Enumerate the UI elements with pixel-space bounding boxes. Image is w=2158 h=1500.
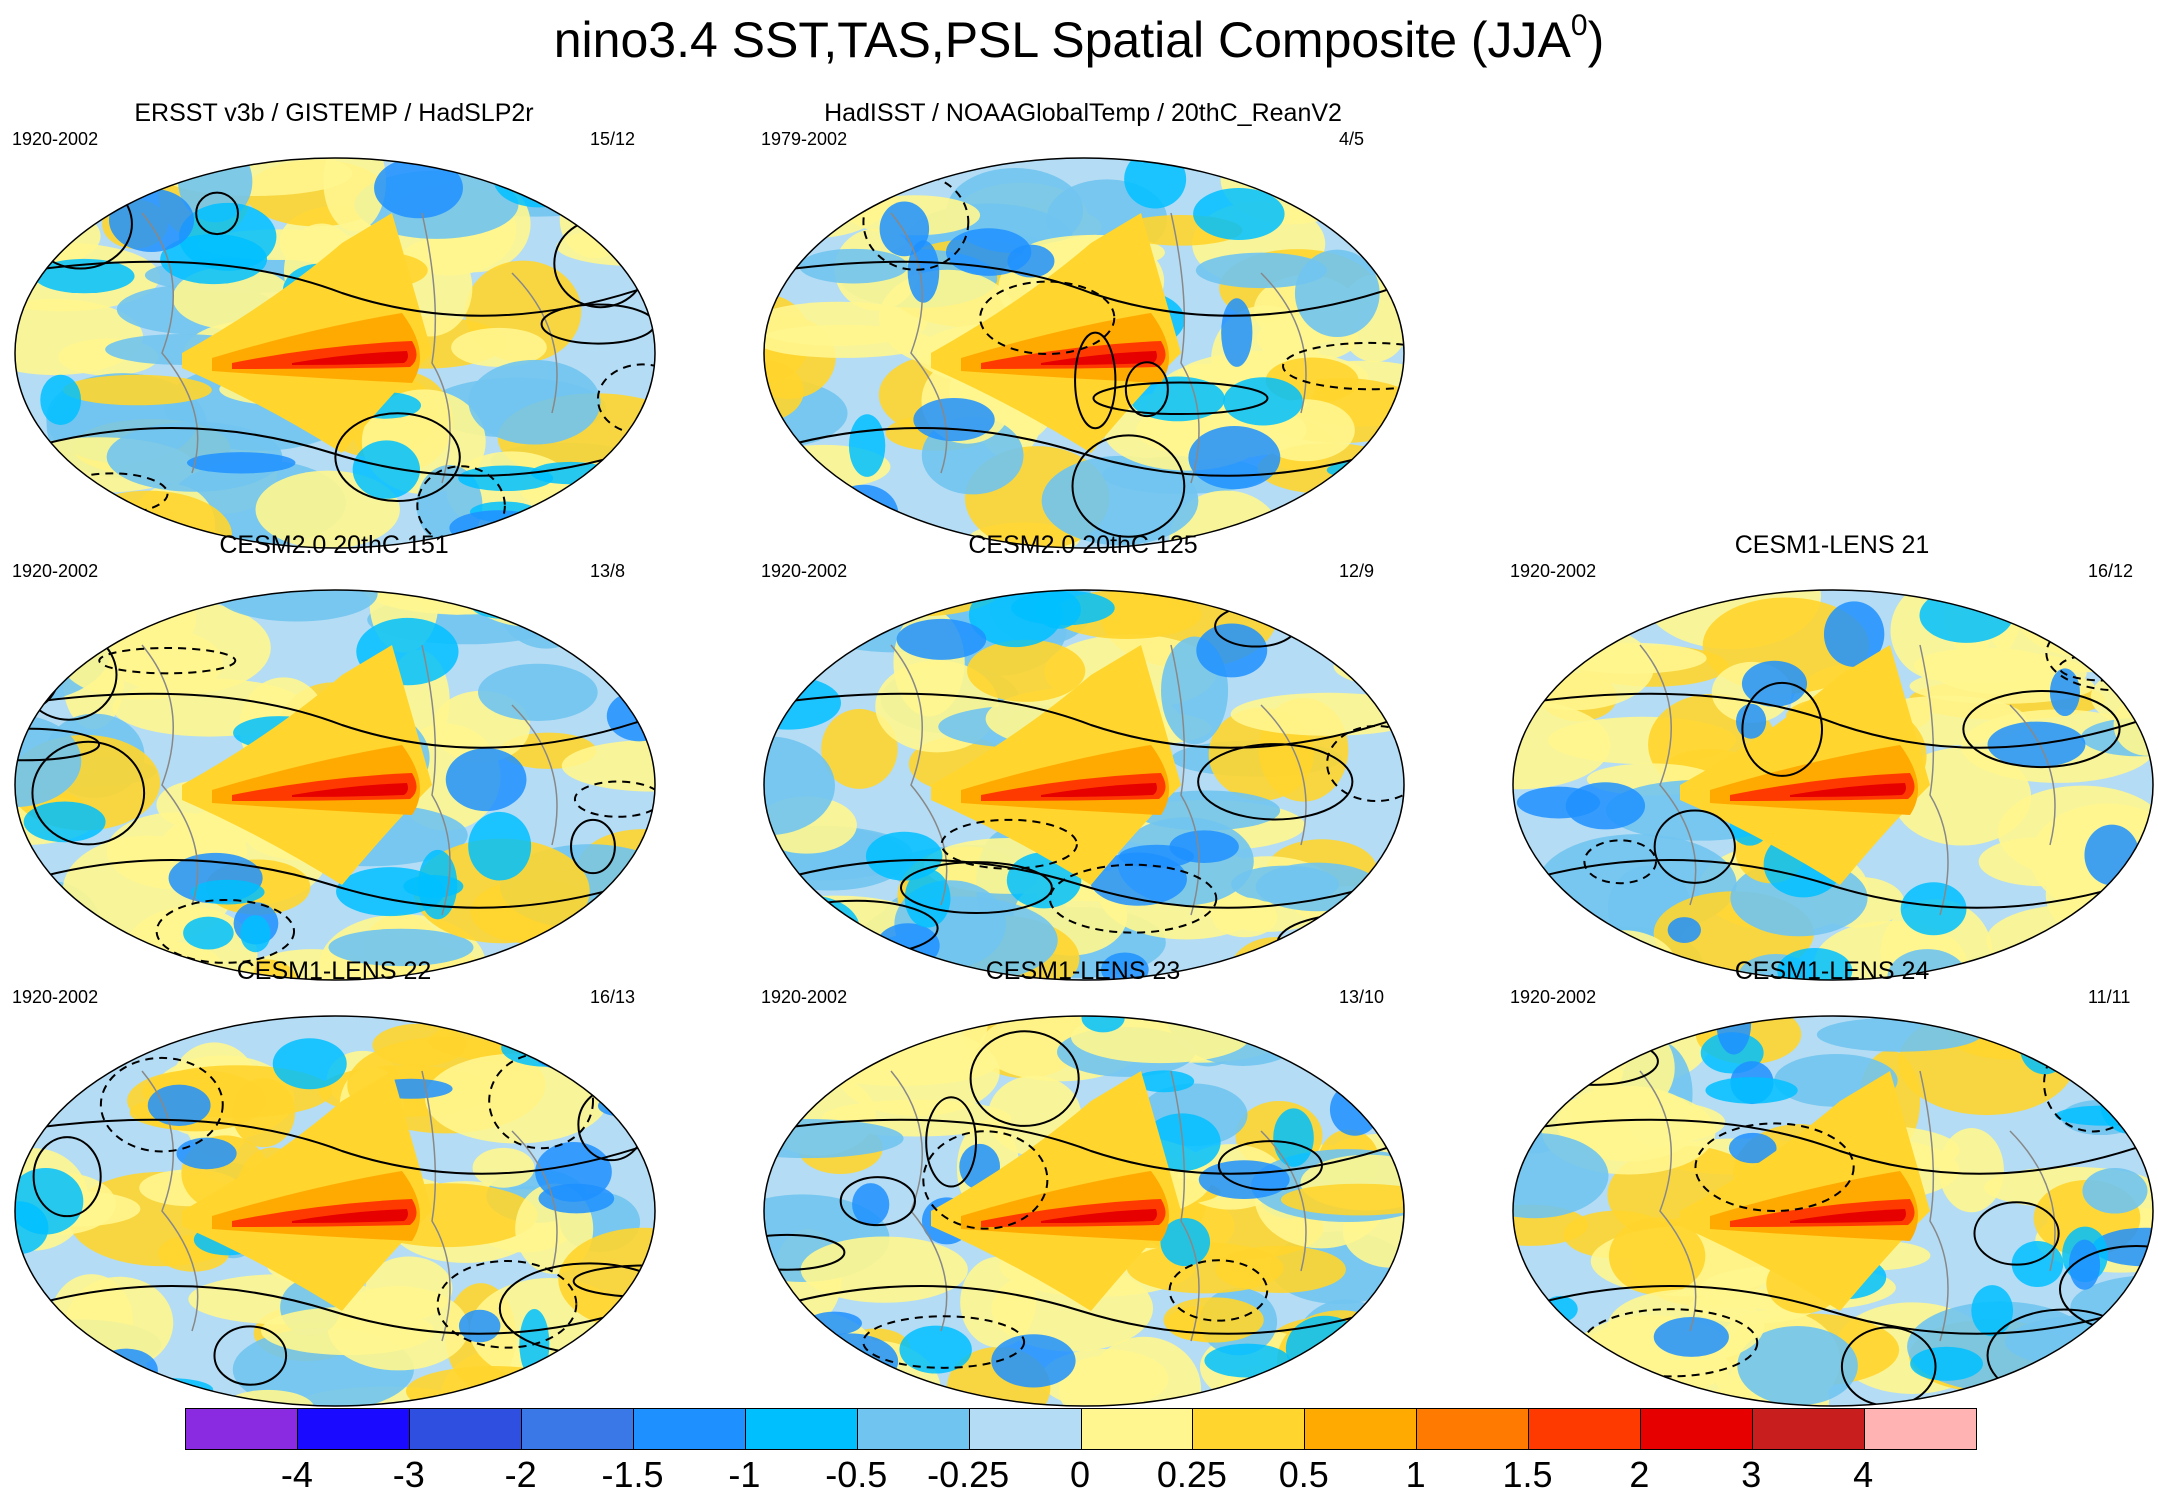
panel-years: 1920-2002 bbox=[761, 987, 848, 1007]
colorbar-swatch bbox=[745, 1409, 858, 1449]
map-panel-lens-21: CESM1-LENS 21 1920-2002 16/12 bbox=[1502, 530, 2158, 981]
panel-count: 4/5 bbox=[1339, 129, 1365, 149]
colorbar-swatch bbox=[521, 1409, 634, 1449]
map-lens-23-composite bbox=[763, 1015, 1405, 1407]
colorbar-swatch bbox=[1641, 1409, 1754, 1449]
colorbar-label: -0.5 bbox=[825, 1454, 888, 1495]
figure-title-close: ) bbox=[1587, 12, 1605, 68]
colorbar-swatch bbox=[1753, 1409, 1866, 1449]
colorbar-swatch bbox=[633, 1409, 746, 1449]
map-lens-21-composite bbox=[1512, 589, 2154, 981]
colorbar-label: 4 bbox=[1853, 1454, 1874, 1495]
map-panel-cesm2-151: CESM2.0 20thC 151 1920-2002 13/8 bbox=[4, 530, 704, 981]
colorbar-label: 0.25 bbox=[1156, 1454, 1227, 1495]
panel-count: 16/13 bbox=[590, 987, 636, 1007]
map-panel-ersst: ERSST v3b / GISTEMP / HadSLP2r 1920-2002… bbox=[4, 98, 704, 549]
panel-title: CESM1-LENS 22 bbox=[236, 957, 432, 985]
figure-title-text: nino3.4 SST,TAS,PSL Spatial Composite (J… bbox=[553, 12, 1571, 68]
colorbar-label: -1 bbox=[728, 1454, 761, 1495]
figure-title: nino3.4 SST,TAS,PSL Spatial Composite (J… bbox=[0, 8, 2158, 72]
map-panel-hadisst: HadISST / NOAAGlobalTemp / 20thC_ReanV2 … bbox=[753, 98, 1453, 549]
colorbar-swatch bbox=[1417, 1409, 1530, 1449]
colorbar-label: -2 bbox=[504, 1454, 537, 1495]
panel-count: 12/9 bbox=[1339, 561, 1375, 581]
colorbar-swatch bbox=[1529, 1409, 1642, 1449]
panel-title: ERSST v3b / GISTEMP / HadSLP2r bbox=[134, 99, 534, 127]
panel-count: 15/12 bbox=[590, 129, 636, 149]
map-lens-22-composite bbox=[14, 1015, 656, 1407]
panel-years: 1920-2002 bbox=[12, 129, 99, 149]
colorbar-label: 0.5 bbox=[1278, 1454, 1329, 1495]
map-cesm2-151-composite bbox=[14, 589, 656, 981]
colorbar-swatch bbox=[969, 1409, 1082, 1449]
panel-years: 1920-2002 bbox=[761, 561, 848, 581]
panel-title: CESM1-LENS 21 bbox=[1734, 531, 1930, 559]
map-panel-cesm2-125: CESM2.0 20thC 125 1920-2002 12/9 bbox=[753, 530, 1453, 981]
panel-title: CESM1-LENS 23 bbox=[985, 957, 1181, 985]
panel-count: 13/8 bbox=[590, 561, 626, 581]
colorbar-swatch bbox=[409, 1409, 522, 1449]
panel-title: CESM2.0 20thC 125 bbox=[968, 531, 1198, 559]
map-panel-lens-23: CESM1-LENS 23 1920-2002 13/10 bbox=[753, 956, 1453, 1407]
map-cesm2-125-composite bbox=[763, 589, 1405, 981]
colorbar-label: -3 bbox=[392, 1454, 425, 1495]
panel-count: 16/12 bbox=[2088, 561, 2134, 581]
panel-title: CESM2.0 20thC 151 bbox=[219, 531, 449, 559]
colorbar-swatch bbox=[186, 1409, 298, 1449]
panel-years: 1979-2002 bbox=[761, 129, 848, 149]
panel-count: 13/10 bbox=[1339, 987, 1385, 1007]
panel-title: CESM1-LENS 24 bbox=[1734, 957, 1930, 985]
colorbar-label: 1.5 bbox=[1502, 1454, 1553, 1495]
colorbar-swatch bbox=[1193, 1409, 1306, 1449]
figure-title-superscript: 0 bbox=[1570, 9, 1588, 43]
map-panel-lens-24: CESM1-LENS 24 1920-2002 11/11 bbox=[1502, 956, 2158, 1407]
colorbar bbox=[185, 1408, 1977, 1450]
colorbar-label: 2 bbox=[1629, 1454, 1650, 1495]
map-lens-24-composite bbox=[1512, 1015, 2154, 1407]
panel-years: 1920-2002 bbox=[1510, 987, 1597, 1007]
colorbar-label: -1.5 bbox=[601, 1454, 664, 1495]
panel-title: HadISST / NOAAGlobalTemp / 20thC_ReanV2 bbox=[824, 99, 1342, 127]
colorbar-swatch bbox=[857, 1409, 970, 1449]
colorbar-label: -4 bbox=[280, 1454, 313, 1495]
colorbar-label: 0 bbox=[1069, 1454, 1091, 1495]
colorbar-label: 1 bbox=[1405, 1454, 1426, 1495]
colorbar-swatch bbox=[1305, 1409, 1418, 1449]
map-panel-lens-22: CESM1-LENS 22 1920-2002 16/13 bbox=[4, 956, 704, 1407]
colorbar-label: -0.25 bbox=[927, 1454, 1010, 1495]
colorbar-swatch bbox=[297, 1409, 410, 1449]
colorbar-swatch bbox=[1865, 1409, 1976, 1449]
map-hadisst-composite bbox=[763, 157, 1405, 549]
panel-years: 1920-2002 bbox=[1510, 561, 1597, 581]
panel-count: 11/11 bbox=[2088, 987, 2131, 1007]
map-ersst-composite bbox=[14, 157, 656, 549]
panel-years: 1920-2002 bbox=[12, 987, 99, 1007]
colorbar-label: 3 bbox=[1741, 1454, 1762, 1495]
panel-years: 1920-2002 bbox=[12, 561, 99, 581]
colorbar-swatch bbox=[1081, 1409, 1194, 1449]
